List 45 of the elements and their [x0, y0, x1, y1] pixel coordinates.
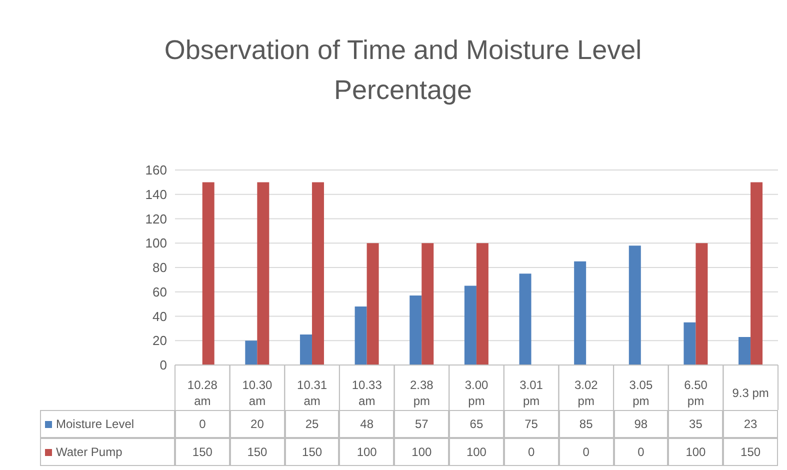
data-label: 0	[614, 438, 668, 466]
data-label: 150	[723, 438, 778, 466]
data-label: 100	[449, 438, 504, 466]
data-label: 100	[668, 438, 724, 466]
x-tick-label: 3.02 pm	[574, 378, 598, 408]
data-label: 85	[558, 410, 614, 438]
x-tick-label: 3.01 pm	[520, 378, 544, 408]
legend-label: Water Pump	[56, 445, 122, 459]
data-label: 75	[504, 410, 559, 438]
y-tick-label: 40	[152, 308, 167, 324]
x-tick-label: 2.38 pm	[410, 378, 434, 408]
y-tick-label: 120	[145, 211, 167, 226]
x-tick-label: 3.00 pm	[464, 378, 488, 408]
data-label: 150	[230, 438, 285, 466]
y-tick-label: 80	[152, 260, 167, 276]
data-label: 100	[339, 438, 394, 466]
y-tick-label: 0	[160, 358, 167, 373]
data-label: 100	[394, 438, 450, 466]
y-tick-label: 20	[152, 333, 167, 348]
y-tick-label: 140	[145, 186, 167, 202]
data-label: 25	[284, 410, 340, 438]
x-tick-label: 10.31 am	[297, 378, 328, 408]
x-tick-label: 6.50 pm	[684, 378, 708, 408]
x-tick-label: 3.05 pm	[629, 378, 653, 408]
y-tick-label: 60	[152, 284, 167, 300]
data-label: 150	[175, 438, 230, 466]
x-tick-label: 10.28 am	[187, 378, 218, 408]
data-label: 57	[394, 410, 450, 438]
data-label: 65	[449, 410, 504, 438]
y-tick-label: 160	[145, 162, 167, 178]
x-tick-label: 10.33 am	[352, 378, 382, 408]
data-label: 20	[230, 410, 285, 438]
data-label: 0	[504, 438, 559, 466]
data-label: 0	[175, 410, 230, 438]
x-tick-label: 10.30 am	[242, 378, 273, 408]
x-tick-label: 9.3 pm	[732, 386, 769, 400]
data-label: 48	[339, 410, 394, 438]
data-label: 150	[284, 438, 340, 466]
y-tick-label: 100	[145, 236, 167, 251]
data-label: 23	[723, 410, 778, 438]
legend-label: Moisture Level	[56, 417, 134, 431]
chart-title: Observation of Time and Moisture Level Percentage	[163, 34, 643, 107]
data-label: 35	[668, 410, 724, 438]
data-label: 98	[614, 410, 668, 438]
data-label: 0	[558, 438, 614, 466]
